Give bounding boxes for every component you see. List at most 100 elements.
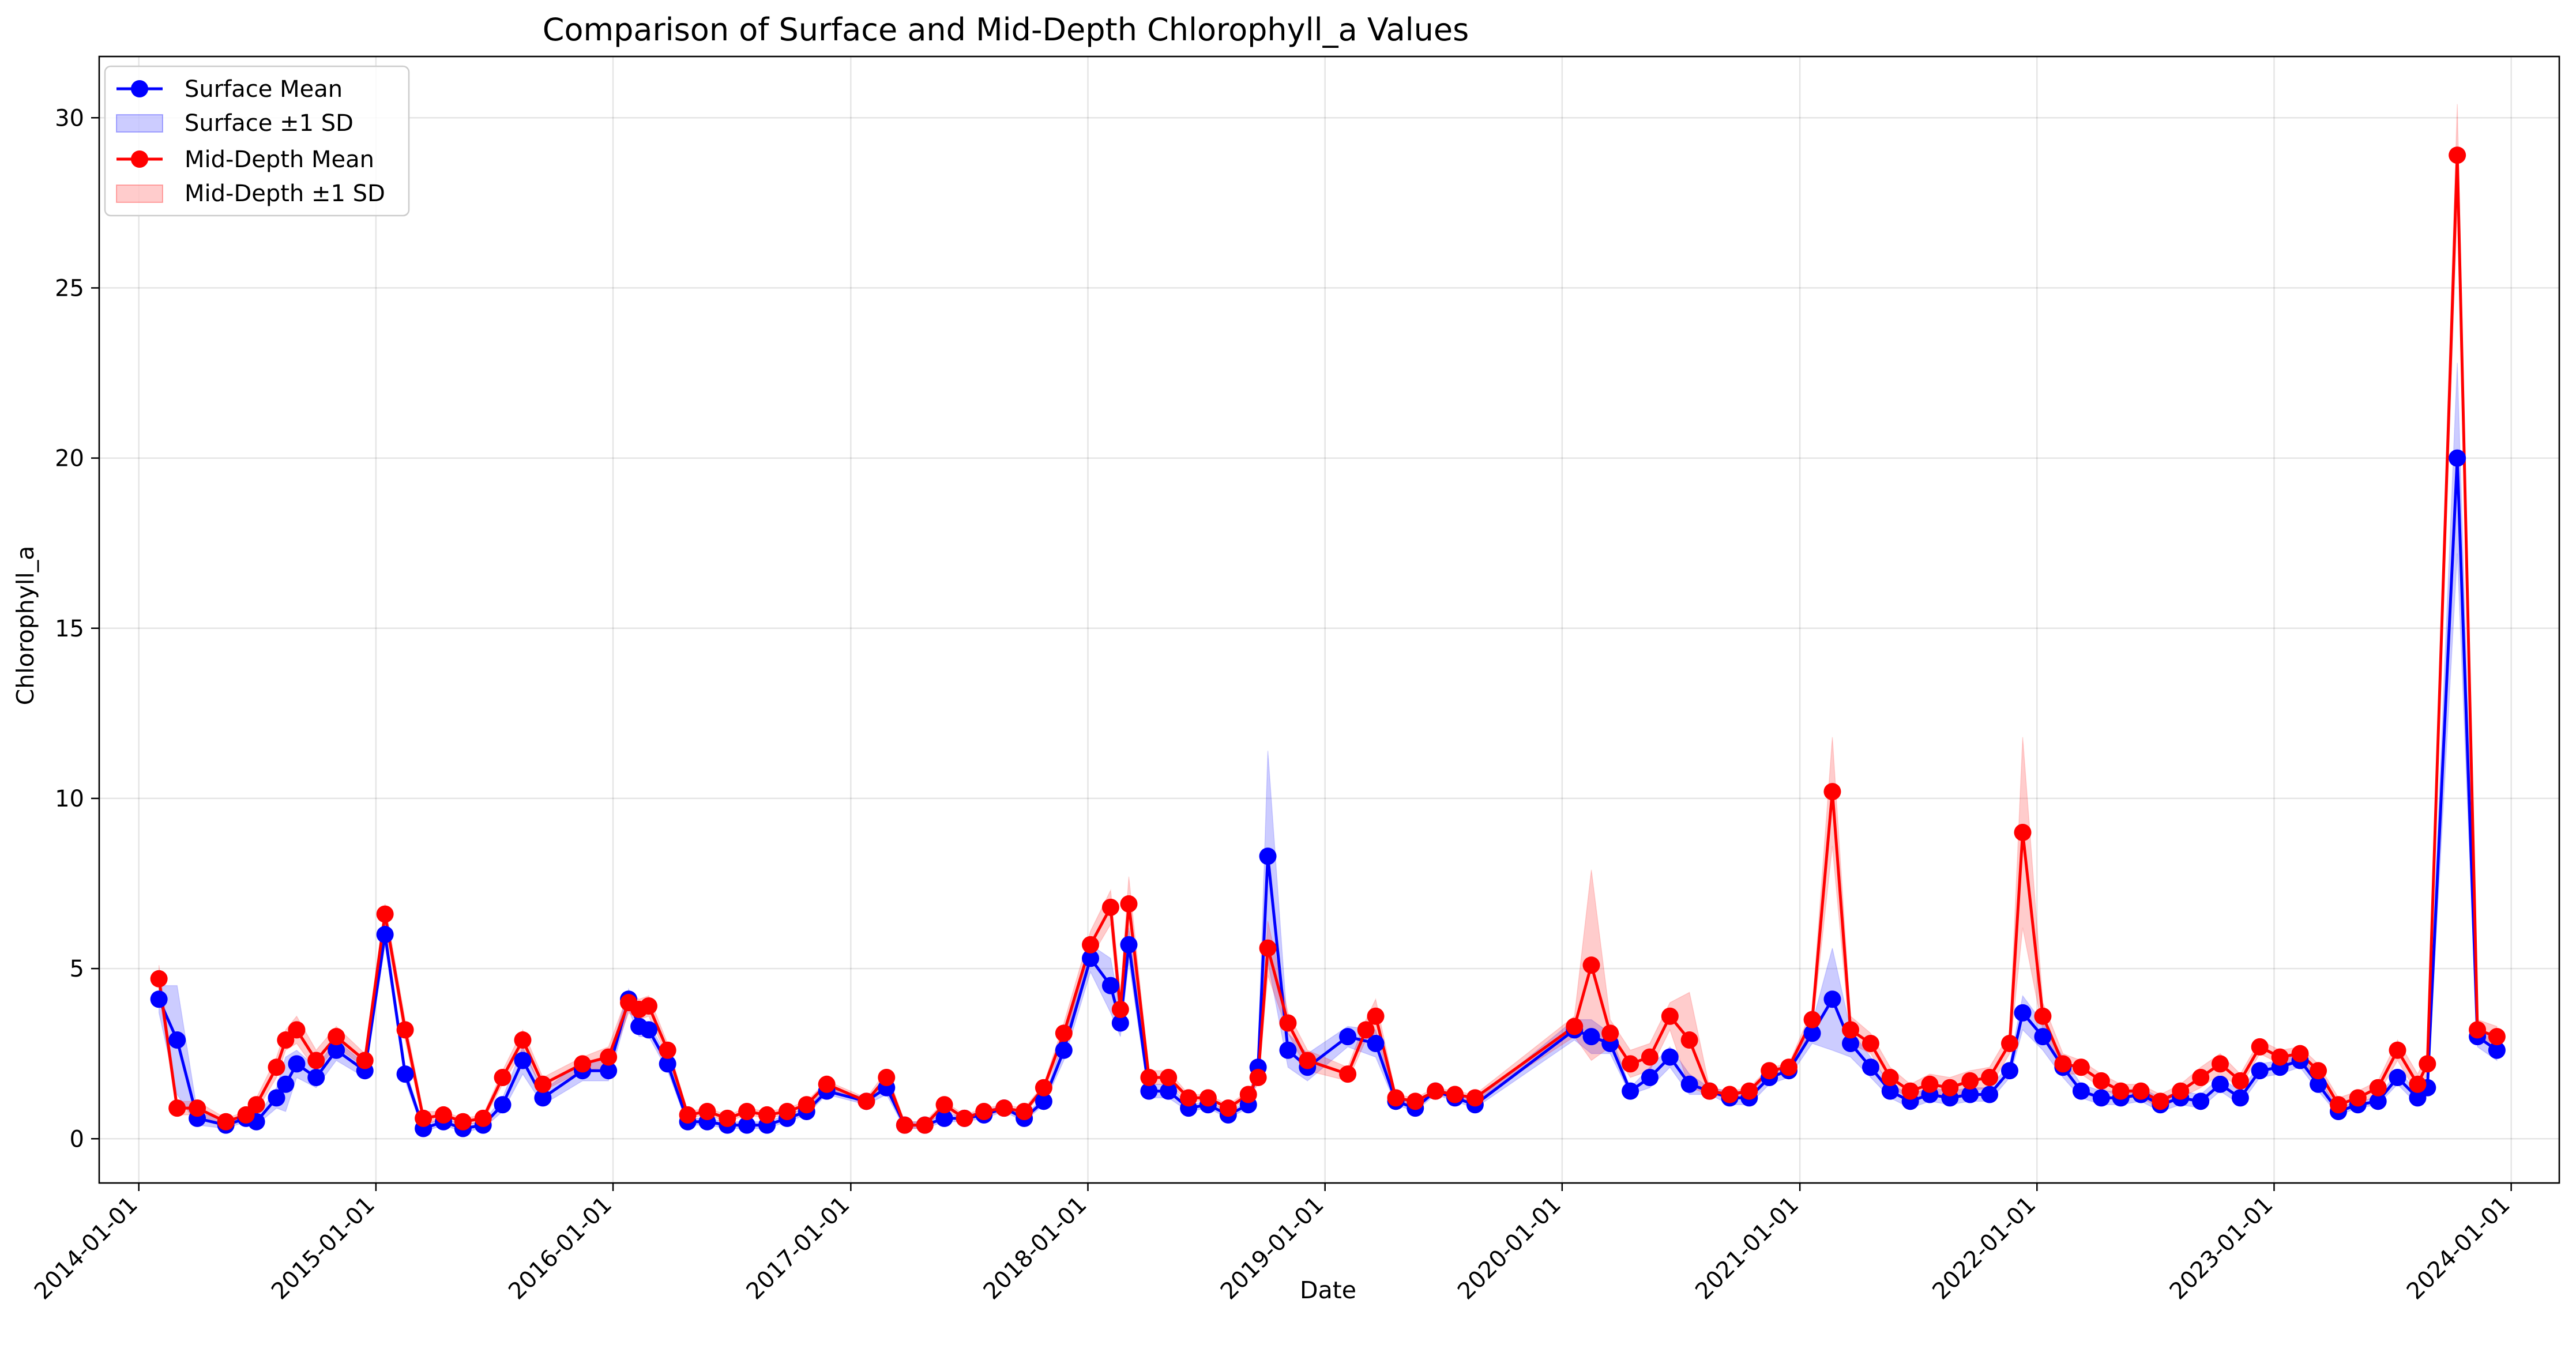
middepth-mean-point [454, 1113, 472, 1131]
y-tick-label: 25 [55, 275, 84, 302]
surface-mean-point [1881, 1082, 1899, 1100]
surface-mean-point [328, 1041, 345, 1059]
middepth-mean-point [600, 1048, 618, 1066]
surface-mean-point [2000, 1062, 2018, 1080]
legend-box [104, 65, 410, 217]
middepth-mean-point [1407, 1092, 1424, 1110]
middepth-mean-point [719, 1109, 736, 1127]
middepth-mean-point [277, 1031, 295, 1049]
surface-mean-point [640, 1021, 658, 1039]
y-tick-label: 0 [70, 1126, 84, 1152]
y-tick-label: 15 [55, 616, 84, 642]
surface-mean-point [935, 1109, 953, 1127]
middepth-mean-point [2369, 1079, 2387, 1097]
middepth-mean-point [698, 1103, 716, 1121]
middepth-mean-point [1981, 1068, 1999, 1086]
middepth-mean-point [1082, 936, 1100, 954]
middepth-mean-point [1921, 1075, 1939, 1093]
surface-mean-point [1842, 1034, 1860, 1052]
middepth-mean-point [288, 1021, 306, 1039]
surface-mean-point [1120, 936, 1138, 954]
middepth-mean-point [1582, 956, 1600, 974]
middepth-mean-point [1239, 1086, 1257, 1103]
surface-mean-point [1961, 1086, 1979, 1103]
middepth-mean-point [534, 1075, 552, 1093]
middepth-mean-point [2389, 1041, 2406, 1059]
middepth-mean-point [2211, 1055, 2229, 1073]
surface-mean-point [1622, 1082, 1639, 1100]
middepth-mean-point [2488, 1028, 2506, 1046]
surface-mean-point [2251, 1062, 2269, 1080]
series-points [150, 146, 2506, 1137]
surface-mean-point [307, 1068, 325, 1086]
middepth-mean-point [1219, 1099, 1237, 1117]
middepth-mean-point [2014, 823, 2032, 841]
surface-mean-point [600, 1062, 618, 1080]
surface-mean-point [396, 1065, 414, 1083]
plot-frame [98, 55, 2560, 1184]
surface-mean-point [1259, 847, 1277, 865]
middepth-mean-point [896, 1116, 913, 1134]
surface-mean-point [1279, 1041, 1297, 1059]
surface-mean-point [1862, 1058, 1879, 1076]
middepth-mean-point [1901, 1082, 1919, 1100]
middepth-mean-point [679, 1106, 697, 1124]
surface-mean-point [1803, 1024, 1821, 1042]
middepth-mean-point [818, 1075, 836, 1093]
surface-mean-point [2310, 1075, 2327, 1093]
middepth-mean-point [2251, 1038, 2269, 1056]
middepth-mean-point [2054, 1055, 2072, 1073]
middepth-mean-point [1259, 939, 1277, 957]
middepth-mean-point [189, 1099, 206, 1117]
middepth-mean-point [2132, 1082, 2150, 1100]
middepth-mean-point [659, 1041, 676, 1059]
surface-mean-point [2369, 1092, 2387, 1110]
surface-mean-point [277, 1075, 295, 1093]
middepth-mean-point [247, 1096, 265, 1114]
middepth-mean-point [858, 1092, 875, 1110]
middepth-mean-point [1427, 1082, 1445, 1100]
middepth-mean-point [307, 1052, 325, 1069]
middepth-mean-point [916, 1116, 934, 1134]
surface-mean-point [1582, 1028, 1600, 1046]
surface-mean-point [1339, 1028, 1357, 1046]
middepth-mean-point [2192, 1068, 2210, 1086]
middepth-mean-point [494, 1068, 512, 1086]
middepth-mean-point [2291, 1045, 2309, 1062]
middepth-mean-point [1446, 1086, 1464, 1103]
grid [99, 56, 2559, 1183]
surface-mean-point [1111, 1014, 1129, 1032]
middepth-mean-point [778, 1103, 796, 1121]
x-axis-label: Date [1300, 1276, 1356, 1304]
middepth-mean-point [1180, 1089, 1198, 1107]
surface-mean-point [2192, 1092, 2210, 1110]
surface-mean-point [738, 1116, 756, 1134]
middepth-mean-point [2034, 1007, 2052, 1025]
middepth-mean-point [1761, 1062, 1778, 1080]
surface-mean-point [1661, 1048, 1679, 1066]
middepth-mean-point [574, 1055, 592, 1073]
legend-label-middepth-sd: Mid-Depth ±1 SD [185, 180, 385, 207]
middepth-mean-point [1101, 898, 1119, 916]
surface-mean-point [2389, 1068, 2406, 1086]
surface-mean-point [1082, 949, 1100, 967]
surface-mean-point [1055, 1041, 1073, 1059]
middepth-mean-point [798, 1096, 815, 1114]
chart-title: Comparison of Surface and Mid-Depth Chlo… [543, 12, 1469, 48]
surface-mean-point [268, 1089, 285, 1107]
middepth-mean-point [1466, 1089, 1484, 1107]
middepth-mean-point [1357, 1021, 1375, 1039]
middepth-mean-point [2152, 1092, 2169, 1110]
middepth-mean-point [878, 1068, 896, 1086]
middepth-mean-point [2329, 1096, 2347, 1114]
surface-mean-point [1823, 990, 1841, 1008]
middepth-mean-point [1279, 1014, 1297, 1032]
middepth-mean-point [640, 997, 658, 1015]
middepth-mean-point [514, 1031, 532, 1049]
middepth-mean-point [1622, 1055, 1639, 1073]
y-tick-label: 30 [55, 105, 84, 131]
middepth-mean-point [2172, 1082, 2190, 1100]
middepth-mean-point [1780, 1058, 1797, 1076]
middepth-mean-point [2271, 1048, 2289, 1066]
